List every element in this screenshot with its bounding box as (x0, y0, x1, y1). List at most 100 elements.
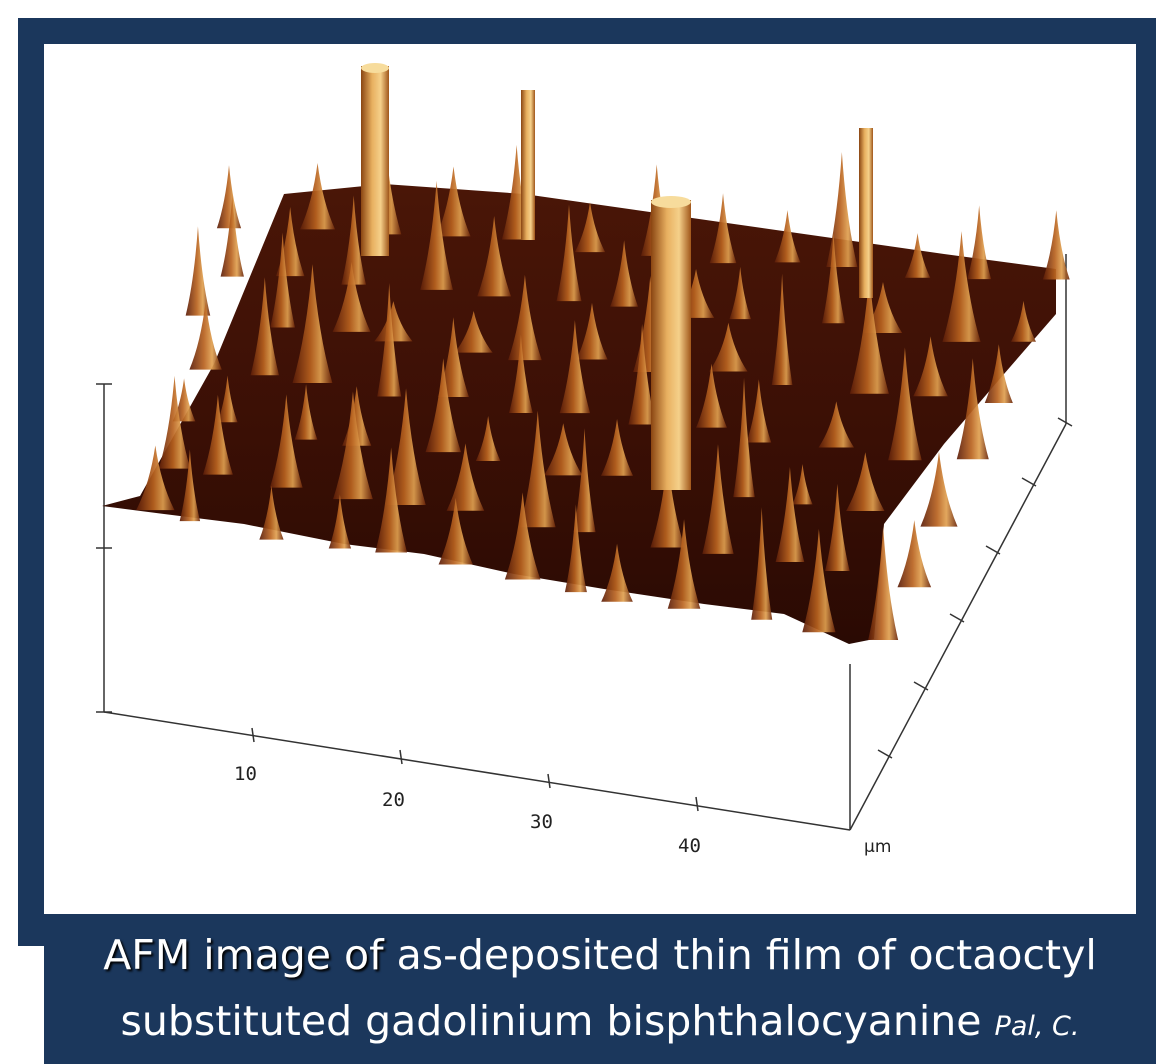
surface-peak (628, 323, 656, 425)
surface-peak (425, 358, 462, 453)
surface-peak (709, 193, 737, 264)
surface-peak (913, 336, 948, 397)
surface-peak (846, 452, 885, 512)
surface-peak (556, 204, 582, 302)
surface-peak (1011, 300, 1036, 342)
surface-peak (270, 232, 296, 328)
surface-peak (775, 467, 805, 562)
surface-peak (559, 320, 591, 414)
surface-peaks (136, 139, 1070, 641)
surface-peak (158, 375, 191, 469)
surface-peak (576, 302, 608, 360)
surface-peak (202, 394, 233, 475)
unit-label: µm (864, 837, 891, 857)
surface-peak (650, 456, 685, 548)
x-tick-label: 40 (678, 835, 701, 857)
afm-image-panel: 10 20 30 40 µm (44, 44, 1136, 916)
surface-peak (475, 416, 501, 461)
surface-peak (374, 301, 413, 342)
caption-line-1: AFM image of as-deposited thin film of o… (44, 922, 1156, 988)
surface-peak (601, 418, 634, 476)
surface-peak (825, 483, 850, 572)
caption-text: as-deposited thin film of octaoctyl (396, 931, 1097, 979)
image-caption: AFM image of as-deposited thin film of o… (44, 914, 1156, 1064)
surface-peak (292, 264, 333, 383)
caption-line-2: substituted gadolinium bisphthalocyanine… (44, 988, 1156, 1060)
surface-peak (1042, 210, 1070, 280)
surface-peak (508, 274, 542, 361)
surface-peak (543, 423, 583, 476)
surface-peak (967, 205, 992, 280)
surface-peak (437, 317, 469, 398)
x-axis: 10 20 30 40 µm (234, 727, 891, 857)
x-tick-label: 20 (382, 789, 405, 811)
axis-lines (96, 254, 1067, 831)
surface-peak (818, 401, 855, 448)
surface-peak (250, 277, 280, 376)
surface-peak (341, 195, 367, 285)
x-tick (251, 727, 699, 812)
surface-peak (897, 520, 932, 588)
surface-peak (564, 504, 587, 593)
surface-peak (454, 310, 493, 353)
surface-peak (438, 497, 473, 565)
surface-peak (984, 344, 1013, 403)
surface-peak (294, 384, 318, 440)
surface-peak (822, 232, 845, 324)
surface-peak (942, 231, 981, 342)
caption-lead: AFM image of (103, 931, 397, 979)
surface-peak (220, 195, 244, 277)
caption-text-2: substituted gadolinium bisphthalocyanine (120, 997, 995, 1045)
surface-peak (746, 379, 772, 443)
surface-peak (216, 165, 242, 229)
surface-peak (709, 322, 748, 372)
surface-peak (904, 233, 931, 278)
surface-peak (179, 449, 201, 522)
x-tick-label: 10 (234, 763, 257, 785)
surface-peak (477, 215, 512, 297)
surface-peak (601, 543, 633, 602)
surface-peak (696, 363, 727, 428)
surface-peak (519, 410, 556, 528)
surface-peak (920, 451, 958, 527)
surface-peak (136, 445, 175, 511)
tall-pillars (361, 63, 873, 490)
surface-peak (436, 166, 471, 237)
surface-peak (610, 240, 639, 307)
surface-peak (826, 151, 858, 267)
surface-peak (446, 443, 485, 511)
surface-peak (573, 428, 596, 533)
surface-peak (375, 447, 408, 553)
surface-peak (386, 388, 426, 505)
surface-peak (185, 226, 211, 316)
surface-peak (771, 273, 793, 386)
surface-peak (217, 375, 238, 423)
surface-peak (751, 507, 773, 620)
surface-peak (702, 444, 734, 554)
surface-peak (300, 162, 336, 230)
surface-peak (332, 261, 371, 332)
surface-peak (956, 358, 989, 460)
surface-peak (269, 394, 303, 488)
surface-peak (802, 528, 836, 633)
surface-peak (504, 492, 541, 580)
surface-peak (189, 301, 222, 370)
surface-peak (420, 180, 453, 290)
afm-3d-surface: 10 20 30 40 µm (96, 63, 1073, 857)
surface-peak (792, 464, 813, 505)
surface-peak (667, 519, 701, 609)
caption-citation: Pal, C. (994, 1011, 1080, 1042)
surface-peak (333, 391, 373, 500)
surface-peak (259, 485, 284, 540)
y-axis-ticks (877, 417, 1073, 759)
surface-peak (729, 266, 751, 320)
surface-peak (849, 274, 889, 394)
x-tick-label: 30 (530, 811, 553, 833)
surface-peak (377, 283, 402, 397)
surface-peak (172, 378, 196, 422)
surface-peak (774, 210, 801, 263)
surface-peak (733, 377, 755, 498)
surface-peak (574, 202, 606, 253)
surface-peak (328, 494, 352, 549)
surface-peak (509, 334, 533, 414)
